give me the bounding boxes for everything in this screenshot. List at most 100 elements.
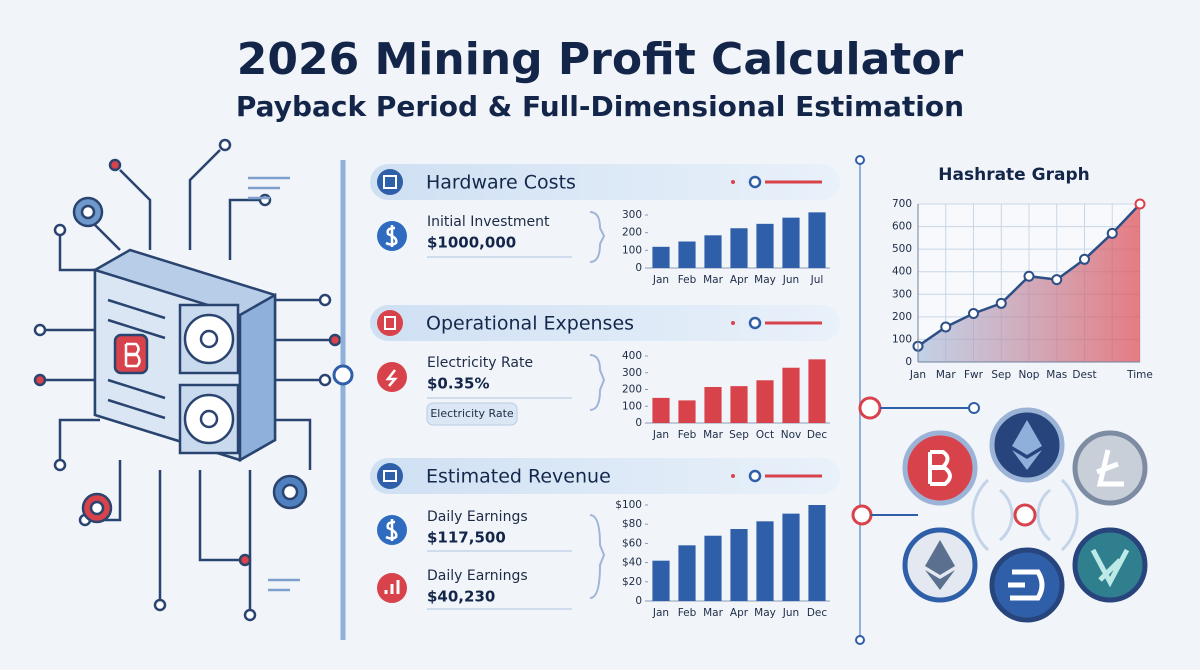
chart-title: Hashrate Graph [938, 165, 1089, 185]
point [1051, 274, 1063, 286]
x-tick-label: Nop [1019, 369, 1040, 381]
title: 2026 Mining Profit Calculator [237, 34, 964, 85]
x-tick-label: Dec [807, 429, 828, 441]
x-tick-label: Mar [936, 369, 956, 381]
x-tick-label: Nov [781, 429, 802, 441]
subtitle: Payback Period & Full-Dimensional Estima… [236, 90, 964, 123]
panel-title: Estimated Revenue [426, 466, 611, 488]
item-label: Daily Earnings [427, 509, 528, 525]
item-label: Initial Investment [427, 214, 550, 230]
x-tick-label: Fwr [964, 369, 984, 381]
point [1023, 270, 1035, 282]
bar [652, 397, 670, 423]
y-tick-label: 400 [622, 350, 642, 362]
y-tick-label: 300 [892, 288, 912, 300]
x-tick-label: Jun [782, 607, 799, 619]
bar [730, 529, 748, 601]
panel-title: Operational Expenses [426, 313, 634, 335]
bar [704, 235, 722, 268]
x-tick-label: Dest [1072, 369, 1096, 381]
x-tick-label: Apr [730, 274, 749, 286]
area [918, 204, 1140, 362]
item-label: Daily Earnings [427, 568, 528, 584]
y-tick-label: 100 [892, 333, 912, 345]
x-tick-label: Jun [782, 274, 799, 286]
bar [782, 513, 800, 601]
x-tick-label: Apr [730, 607, 749, 619]
x-tick-label: Dec [807, 607, 828, 619]
bar [704, 386, 722, 423]
bar [808, 212, 826, 268]
point [968, 307, 979, 319]
y-tick-label: $40 [622, 557, 642, 569]
item-value: $40,230 [427, 588, 495, 606]
bar [730, 228, 748, 268]
bar [808, 359, 826, 423]
x-tick-label: Mar [703, 274, 723, 286]
item-value: $1000,000 [427, 234, 516, 252]
y-tick-label: 0 [635, 262, 642, 274]
item-value: $117,500 [427, 529, 506, 547]
panel-headers [370, 164, 840, 610]
y-tick-label: 300 [622, 209, 642, 221]
y-tick-label: $20 [622, 576, 642, 588]
y-tick-label: 0 [635, 595, 642, 607]
y-tick-label: 0 [635, 417, 642, 429]
item-label: Electricity Rate [427, 355, 533, 371]
x-tick-label: Feb [678, 607, 697, 619]
x-tick-label: Jan [909, 369, 926, 381]
panel-title: Hardware Costs [426, 172, 576, 194]
bar [678, 241, 696, 268]
y-tick-label: $60 [622, 537, 642, 549]
tag: Electricity Rate [430, 407, 514, 420]
coins [902, 407, 1148, 623]
y-tick-label: 200 [622, 227, 642, 239]
y-tick-label: 100 [622, 244, 642, 256]
bar [808, 505, 826, 601]
x-tick-label: Sep [729, 429, 749, 441]
bar [756, 380, 774, 423]
x-tick-label: Feb [678, 429, 697, 441]
bar [678, 545, 696, 601]
y-tick-label: 100 [622, 400, 642, 412]
y-tick-label: 0 [905, 356, 912, 368]
x-tick-label: Oct [756, 429, 774, 441]
point [1106, 227, 1118, 239]
y-tick-label: 600 [892, 221, 912, 233]
x-tick-label: Jan [652, 429, 669, 441]
y-tick-label: 200 [892, 311, 912, 323]
x-tick-label: Jul [810, 274, 824, 286]
bar [782, 217, 800, 268]
y-tick-label: 200 [622, 384, 642, 396]
y-tick-label: 700 [892, 198, 912, 210]
bar [704, 535, 722, 601]
x-tick-label: Mar [703, 429, 723, 441]
x-tick-label: Mas [1046, 369, 1067, 381]
x-tick-label: Mar [703, 607, 723, 619]
y-tick-label: $100 [615, 499, 642, 511]
y-tick-label: 400 [892, 266, 912, 278]
y-tick-label: 300 [622, 367, 642, 379]
point [940, 321, 952, 333]
bar [652, 246, 670, 268]
point [1079, 253, 1090, 265]
bar [730, 386, 748, 423]
x-tick-label: Sep [991, 369, 1011, 381]
bar [652, 560, 670, 601]
point [1134, 198, 1146, 210]
x-tick-label: Time [1126, 369, 1153, 381]
x-tick-label: May [754, 607, 776, 619]
bar [782, 367, 800, 423]
bar [756, 521, 774, 601]
x-tick-label: Jan [652, 607, 669, 619]
point [995, 297, 1007, 309]
timeline [332, 155, 980, 645]
miner-illustration [33, 138, 342, 622]
x-tick-label: Feb [678, 274, 697, 286]
y-tick-label: 500 [892, 243, 912, 255]
bar [756, 223, 774, 268]
item-value: $0.35% [427, 375, 489, 393]
bar [678, 400, 696, 423]
y-tick-label: $80 [622, 518, 642, 530]
